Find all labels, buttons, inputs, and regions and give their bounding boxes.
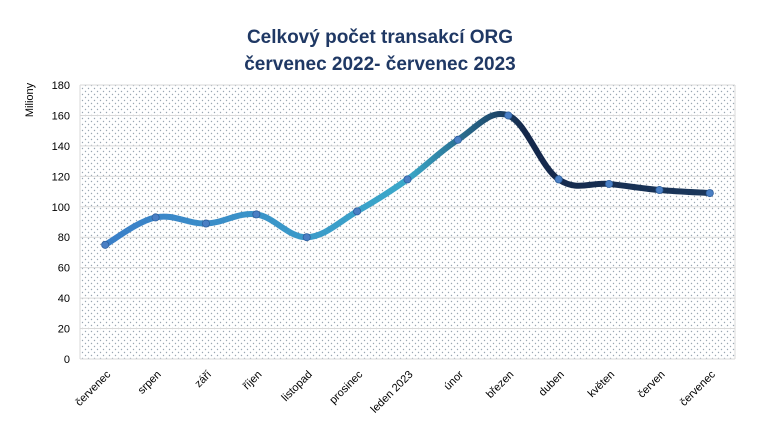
y-axis-tick-labels: 0 20 40 60 80 100 120 140 160 180 [52,80,70,366]
x-tick-label: srpen [136,369,164,397]
plot-area [80,85,735,359]
x-tick-label: červenec [678,368,718,408]
series-points [101,111,714,249]
chart-title-line-2: červenec 2022- červenec 2023 [244,54,516,75]
x-tick-label: duben [537,369,567,399]
y-tick-label: 140 [52,141,70,153]
x-tick-label: březen [484,369,516,401]
y-tick-label: 20 [58,324,70,336]
y-tick-label: 120 [52,171,70,183]
x-tick-label: květen [586,369,617,400]
x-tick-label: červenec [73,368,113,408]
data-point [655,186,664,195]
chart-title-line-1: Celkový počet transakcí ORG [246,27,514,48]
data-point [705,189,714,198]
y-tick-label: 100 [52,202,70,214]
data-point [353,207,362,216]
x-tick-label: únor [442,368,466,392]
data-point [504,111,513,120]
x-tick-label: červen [636,369,668,401]
x-tick-label: prosinec [327,368,365,406]
y-tick-label: 40 [58,293,70,305]
data-point [453,135,462,144]
data-point [151,213,160,222]
y-tick-label: 80 [58,232,70,244]
y-tick-label: 0 [64,354,70,366]
gridlines [80,84,735,360]
data-point [302,233,311,242]
y-tick-label: 160 [52,110,70,122]
x-tick-label: listopad [280,369,315,404]
data-point [201,219,210,228]
y-axis-label: Miliony [24,82,36,117]
y-tick-label: 60 [58,263,70,275]
data-point [605,179,614,188]
x-tick-label: leden 2023 [369,369,416,416]
data-point [403,175,412,184]
data-point [252,210,261,219]
x-axis-tick-labels: červenec srpen září říjen listopad prosinec le… [73,368,718,415]
x-tick-label: září [193,369,214,390]
data-point [554,175,563,184]
data-point [101,240,110,249]
chart-title: Celkový počet transakcí ORG červenec 202… [0,24,760,78]
y-tick-label: 180 [52,80,70,92]
x-tick-label: říjen [241,369,265,393]
